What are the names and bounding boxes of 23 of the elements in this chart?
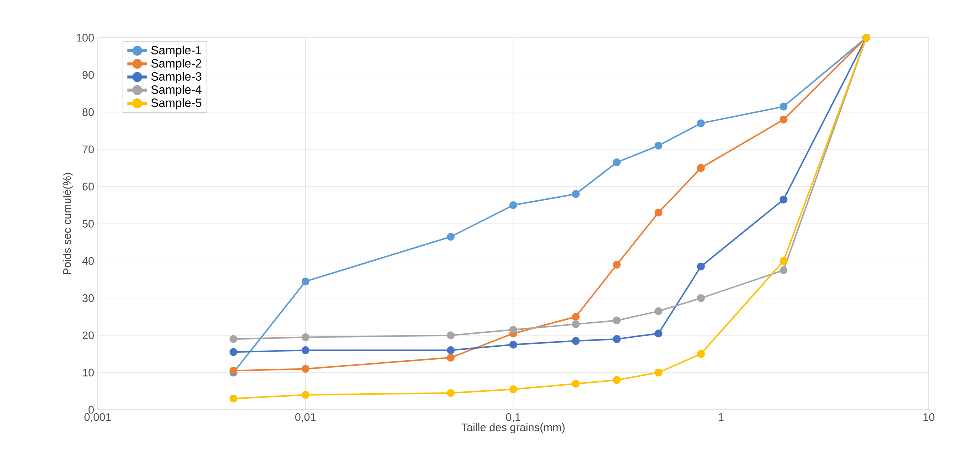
x-tick-label: 10 xyxy=(924,414,935,422)
x-tick-label: 0,01 xyxy=(296,414,316,423)
y-tick-label: 40 xyxy=(82,257,94,266)
y-tick-label: 90 xyxy=(82,71,94,80)
legend-label: Sample-3 xyxy=(151,72,202,84)
legend-label: Sample-5 xyxy=(151,98,202,110)
y-axis-title: Poids sec cumulé(%) xyxy=(63,173,74,275)
y-tick-label: 10 xyxy=(83,368,94,377)
x-tick-label: 1 xyxy=(719,414,724,422)
x-axis-title: Taille des grains(mm) xyxy=(462,423,565,434)
x-tick-label: 0,001 xyxy=(84,414,112,423)
legend-label: Sample-2 xyxy=(151,59,202,70)
y-tick-label: 30 xyxy=(82,294,94,302)
y-tick-label: 80 xyxy=(82,108,94,116)
y-tick-label: 50 xyxy=(82,220,94,228)
y-tick-label: 100 xyxy=(77,34,94,42)
x-tick-label: 0,1 xyxy=(506,414,521,423)
y-tick-label: 20 xyxy=(82,332,94,340)
y-tick-label: 70 xyxy=(82,146,94,154)
legend-label: Sample-4 xyxy=(151,85,202,96)
legend-label: Sample-1 xyxy=(151,46,202,58)
y-tick-label: 0 xyxy=(88,406,94,414)
y-tick-label: 60 xyxy=(82,182,94,191)
